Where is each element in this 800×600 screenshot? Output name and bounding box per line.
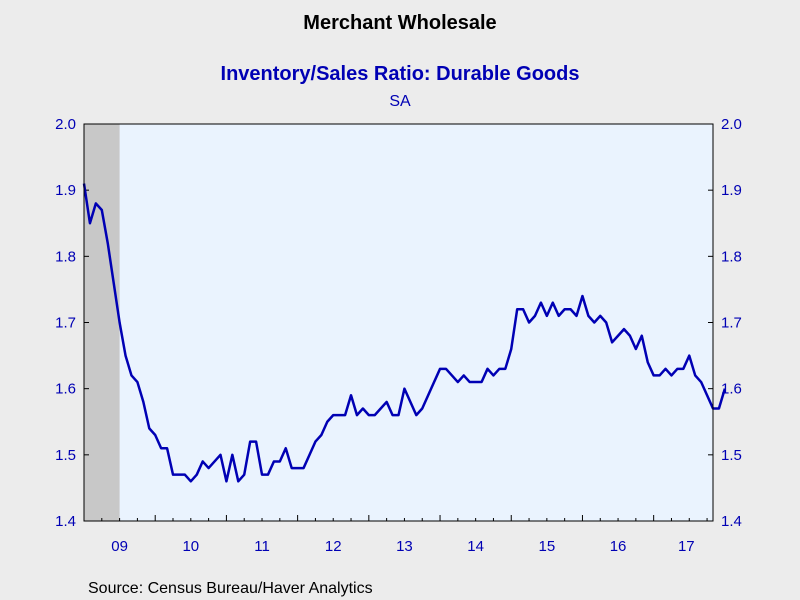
x-tick-label: 13	[396, 538, 413, 555]
x-tick-label: 11	[254, 538, 270, 555]
y-tick-label-left: 1.4	[55, 513, 76, 530]
chart-title: Merchant Wholesale	[303, 12, 496, 34]
y-tick-label-right: 1.4	[721, 513, 742, 530]
y-tick-label-left: 1.7	[55, 315, 76, 332]
recession-shade	[84, 124, 120, 521]
y-tick-label-right: 1.8	[721, 248, 742, 265]
x-tick-label: 14	[467, 538, 484, 555]
x-tick-label: 15	[539, 538, 556, 555]
data-line	[82, 183, 727, 483]
source-note: Source: Census Bureau/Haver Analytics	[88, 580, 373, 597]
y-tick-label-right: 1.6	[721, 381, 742, 398]
y-tick-label-right: 1.5	[721, 447, 742, 464]
plot-area	[84, 124, 713, 521]
plot-frame	[83, 123, 714, 522]
y-tick-label-left: 2.0	[55, 116, 76, 133]
y-tick-label-right: 1.7	[721, 315, 742, 332]
x-tick-label: 12	[325, 538, 342, 555]
y-axis-left: 1.4 1.5 1.6 1.7 1.8 1.9 2.0	[55, 116, 89, 530]
chart-subtitle: Inventory/Sales Ratio: Durable Goods	[221, 63, 580, 85]
y-tick-label-right: 1.9	[721, 182, 742, 199]
chart-subtitle-sa: SA	[389, 93, 411, 110]
x-tick-label: 17	[678, 538, 695, 555]
x-tick-label: 16	[610, 538, 627, 555]
y-tick-label-left: 1.6	[55, 381, 76, 398]
x-tick-label: 09	[111, 538, 128, 555]
x-axis: 09 10 11 12 13 14 15 16 17	[101, 515, 708, 555]
x-tick-label: 10	[182, 538, 199, 555]
y-tick-label-left: 1.9	[55, 182, 76, 199]
y-tick-label-left: 1.8	[55, 248, 76, 265]
y-tick-label-right: 2.0	[721, 116, 742, 133]
y-tick-label-left: 1.5	[55, 447, 76, 464]
y-axis-right: 1.4 1.5 1.6 1.7 1.8 1.9 2.0	[708, 116, 742, 530]
